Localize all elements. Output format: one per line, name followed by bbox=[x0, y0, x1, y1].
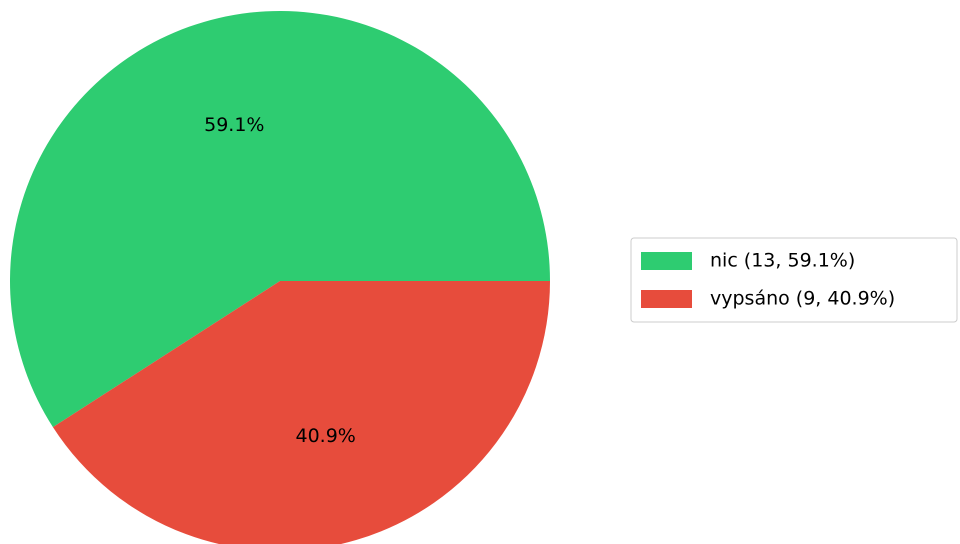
legend-swatch bbox=[641, 290, 692, 308]
slice-label: 40.9% bbox=[296, 425, 356, 447]
legend-swatch bbox=[641, 252, 692, 270]
slice-label: 59.1% bbox=[204, 114, 264, 136]
pie-slice bbox=[52, 281, 550, 544]
legend-label: nic (13, 59.1%) bbox=[710, 250, 855, 272]
legend: nic (13, 59.1%) vypsáno (9, 40.9%) bbox=[630, 237, 958, 323]
pie-slice bbox=[9, 10, 551, 428]
legend-box bbox=[630, 237, 958, 323]
pie: 59.1% 40.9% bbox=[9, 10, 551, 544]
legend-label: vypsáno (9, 40.9%) bbox=[710, 288, 895, 310]
